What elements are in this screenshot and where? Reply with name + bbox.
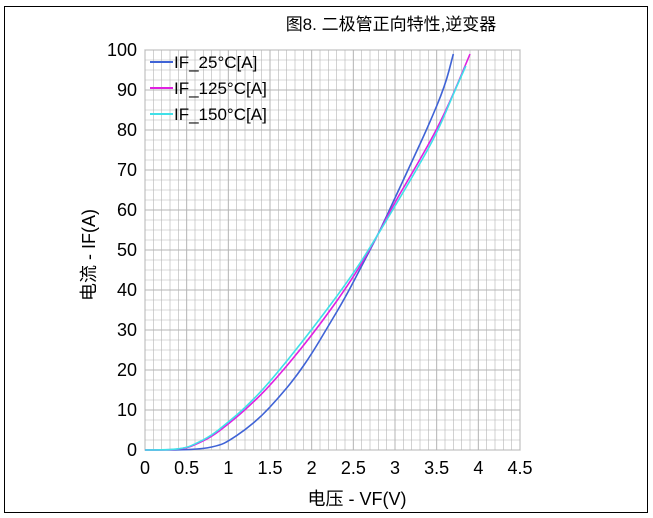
x-tick-label: 0.5	[174, 458, 199, 478]
y-tick-label: 70	[117, 160, 137, 180]
x-tick-label: 4.5	[507, 458, 532, 478]
x-tick-label: 3	[390, 458, 400, 478]
x-tick-label: 2.5	[341, 458, 366, 478]
series-line	[144, 53, 455, 451]
axis-ticks: 0 0.5 1 1.5 2 2.5 3 3.5 4 4.5 0 10 20 30 40 50 60 70 80 90 1…	[107, 40, 533, 478]
x-tick-label: 3.5	[424, 458, 449, 478]
y-tick-label: 10	[117, 400, 137, 420]
x-tick-label: 0	[140, 458, 150, 478]
y-tick-label: 90	[117, 80, 137, 100]
x-tick-label: 1.5	[257, 458, 282, 478]
series-lines	[144, 53, 471, 451]
y-tick-label: 20	[117, 360, 137, 380]
series-line	[144, 65, 467, 451]
y-tick-label: 30	[117, 320, 137, 340]
legend: IF_25°C[A] IF_125°C[A] IF_150°C[A]	[150, 53, 267, 124]
x-tick-label: 1	[223, 458, 233, 478]
x-axis-label: 电压 - VF(V)	[308, 489, 407, 509]
y-tick-label: 100	[107, 40, 137, 60]
y-tick-label: 40	[117, 280, 137, 300]
legend-label: IF_125°C[A]	[174, 79, 267, 98]
legend-label: IF_150°C[A]	[174, 105, 267, 124]
y-tick-label: 0	[127, 440, 137, 460]
x-tick-label: 4	[473, 458, 483, 478]
legend-label: IF_25°C[A]	[174, 53, 257, 72]
y-axis-label: 电流 - IF(A)	[79, 209, 99, 301]
y-tick-label: 50	[117, 240, 137, 260]
plot-grid	[144, 49, 521, 451]
y-tick-label: 80	[117, 120, 137, 140]
chart-title: 图8. 二极管正向特性,逆变器	[286, 15, 497, 34]
y-tick-label: 60	[117, 200, 137, 220]
x-tick-label: 2	[307, 458, 317, 478]
